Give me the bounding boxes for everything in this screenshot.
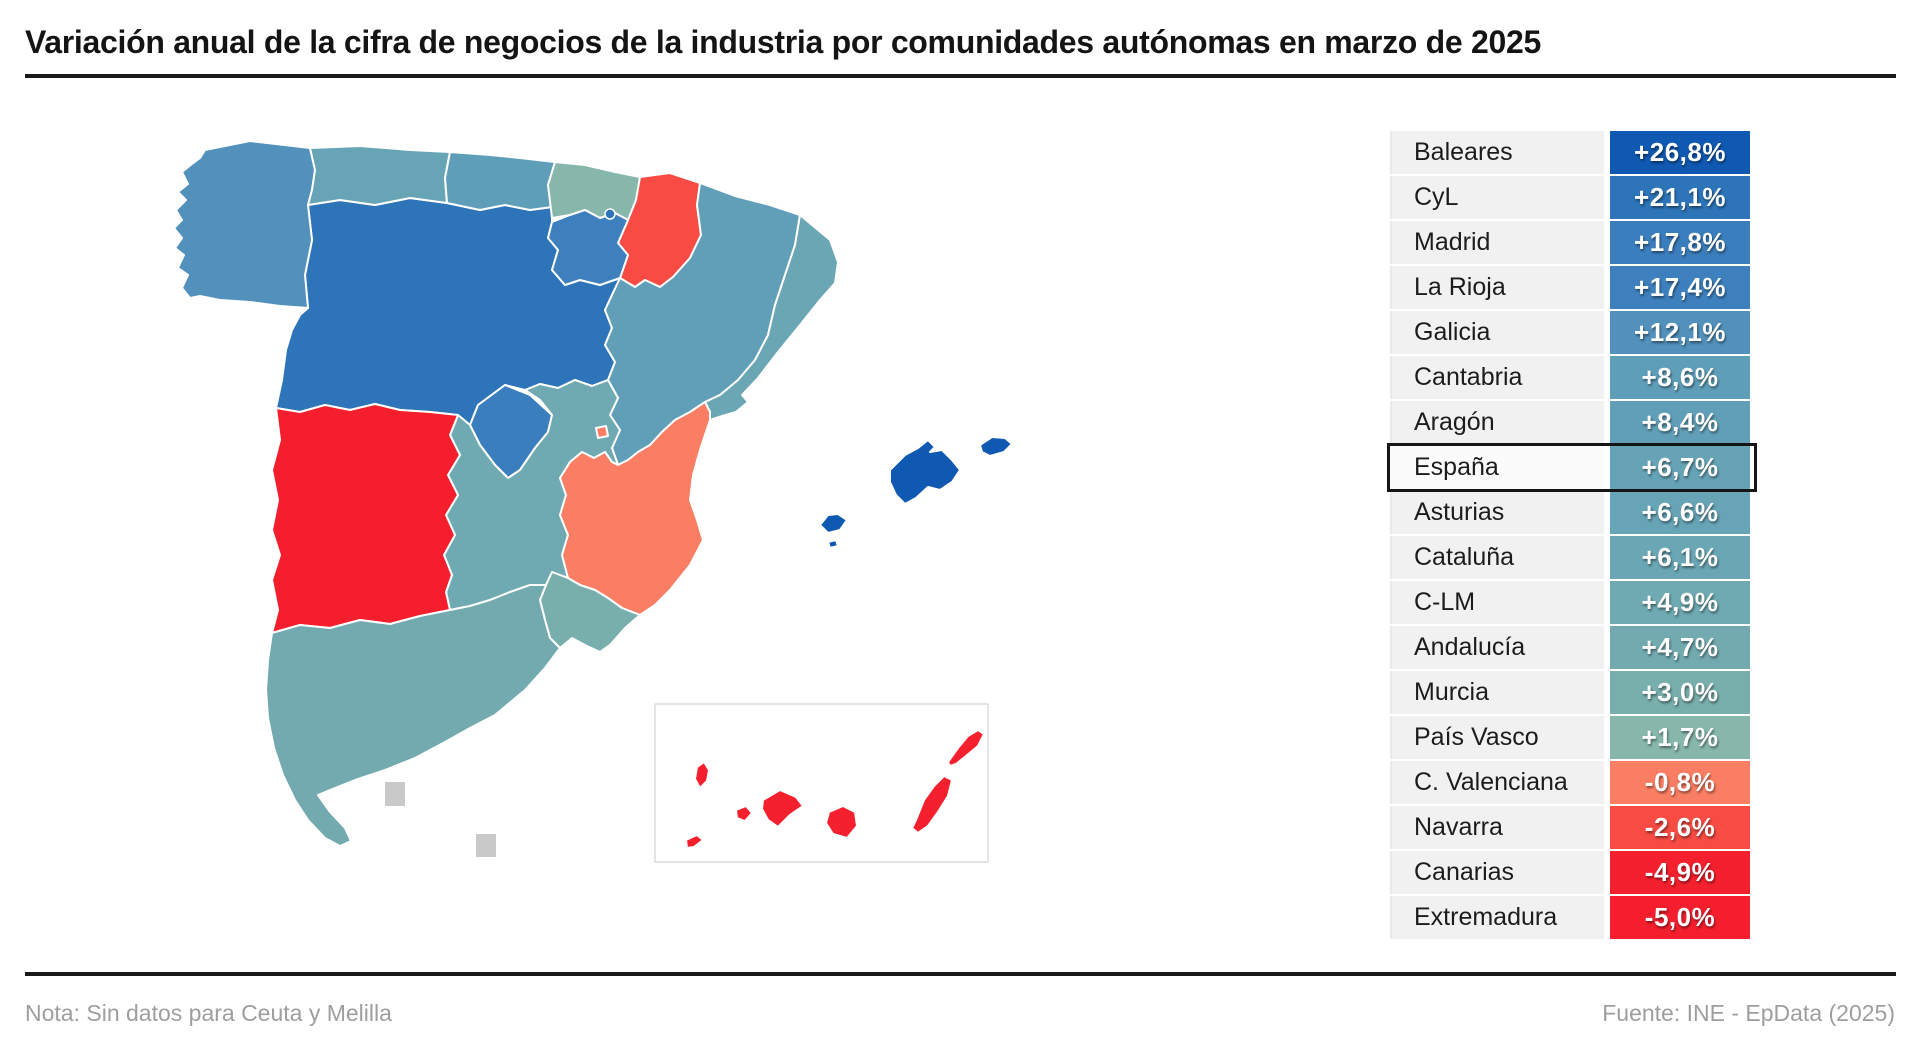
region-ceuta-no-data [385,782,405,806]
legend-row[interactable]: Madrid +17,8% [1390,221,1754,264]
legend-row[interactable]: Asturias +6,6% [1390,491,1754,534]
legend-row-label: Baleares [1390,131,1604,174]
legend-row-value: +6,1% [1610,536,1750,579]
legend-row-value: +26,8% [1610,131,1750,174]
legend-row-label: Murcia [1390,671,1604,714]
legend-row-value: -2,6% [1610,806,1750,849]
region-c-valenciana[interactable] [559,401,711,616]
region-c-valenciana-exclave[interactable] [595,425,609,439]
legend-row[interactable]: Extremadura -5,0% [1390,896,1754,939]
legend-row-label: País Vasco [1390,716,1604,759]
legend-row-label: C. Valenciana [1390,761,1604,804]
region-baleares-ibiza[interactable] [819,513,848,534]
legend-row-label: Navarra [1390,806,1604,849]
region-extremadura[interactable] [271,403,461,634]
legend-row-label: Andalucía [1390,626,1604,669]
footer-source: Fuente: INE - EpData (2025) [1602,1000,1895,1026]
legend-row-label: CyL [1390,176,1604,219]
region-canarias-tenerife[interactable] [761,789,804,828]
region-canarias-la-gomera[interactable] [735,805,753,822]
legend-row-value: -4,9% [1610,851,1750,894]
region-cataluna[interactable] [704,214,839,421]
legend-row-label: Aragón [1390,401,1604,444]
legend-row-label: Canarias [1390,851,1604,894]
region-canarias-lanzarote[interactable] [947,729,985,767]
region-canarias-el-hierro[interactable] [685,834,704,849]
legend-row[interactable]: C-LM +4,9% [1390,581,1754,624]
legend-row-label: Galicia [1390,311,1604,354]
region-asturias[interactable] [307,145,451,206]
legend-row-value: -0,8% [1610,761,1750,804]
region-melilla-no-data [476,834,496,857]
legend-row-label: Madrid [1390,221,1604,264]
legend-row[interactable]: Baleares +26,8% [1390,131,1754,174]
region-baleares-menorca[interactable] [979,436,1013,457]
region-trevino-enclave[interactable] [604,208,616,220]
legend-row-value: +6,7% [1610,446,1750,489]
legend-row-value: +12,1% [1610,311,1750,354]
legend-row-value: +3,0% [1610,671,1750,714]
legend-row-label: Cataluña [1390,536,1604,579]
region-galicia[interactable] [173,140,316,309]
legend-row[interactable]: Murcia +3,0% [1390,671,1754,714]
legend-row[interactable]: C. Valenciana -0,8% [1390,761,1754,804]
legend-table: Baleares +26,8% CyL +21,1% Madrid +17,8%… [1390,131,1754,941]
region-cantabria[interactable] [444,151,556,211]
region-pais-vasco[interactable] [547,161,641,221]
region-baleares-formentera[interactable] [827,539,839,549]
legend-row[interactable]: Cataluña +6,1% [1390,536,1754,579]
legend-row-value: -5,0% [1610,896,1750,939]
legend-row[interactable]: La Rioja +17,4% [1390,266,1754,309]
footer-note: Nota: Sin datos para Ceuta y Melilla [25,1000,392,1026]
page-title: Variación anual de la cifra de negocios … [25,24,1541,60]
legend-row-label: Extremadura [1390,896,1604,939]
legend-row-value: +6,6% [1610,491,1750,534]
legend-row-value: +17,8% [1610,221,1750,264]
region-la-rioja[interactable] [547,209,629,286]
legend-row[interactable]: Cantabria +8,6% [1390,356,1754,399]
canarias-inset-box [654,703,989,863]
legend-row[interactable]: Aragón +8,4% [1390,401,1754,444]
legend-row[interactable]: Navarra -2,6% [1390,806,1754,849]
legend-row-value: +8,4% [1610,401,1750,444]
legend-row-value: +21,1% [1610,176,1750,219]
legend-row-value: +4,7% [1610,626,1750,669]
legend-row-label: C-LM [1390,581,1604,624]
legend-row-label: Cantabria [1390,356,1604,399]
legend-row-value: +8,6% [1610,356,1750,399]
region-canarias-la-palma[interactable] [694,761,710,789]
legend-row-label: Asturias [1390,491,1604,534]
legend-row-label: España [1390,446,1604,489]
legend-row-value: +17,4% [1610,266,1750,309]
legend-row-label: La Rioja [1390,266,1604,309]
legend-row[interactable]: España +6,7% [1390,446,1754,489]
region-andalucia[interactable] [265,584,561,847]
legend-row[interactable]: País Vasco +1,7% [1390,716,1754,759]
region-baleares-mallorca[interactable] [889,439,961,505]
legend-row-value: +1,7% [1610,716,1750,759]
legend-row[interactable]: Andalucía +4,7% [1390,626,1754,669]
legend-row[interactable]: Galicia +12,1% [1390,311,1754,354]
title-divider [25,74,1896,78]
region-canarias-gran-canaria[interactable] [825,805,858,839]
region-canarias-fuerteventura[interactable] [911,775,953,834]
legend-row[interactable]: Canarias -4,9% [1390,851,1754,894]
legend-row[interactable]: CyL +21,1% [1390,176,1754,219]
footer-divider [25,972,1896,976]
legend-row-value: +4,9% [1610,581,1750,624]
